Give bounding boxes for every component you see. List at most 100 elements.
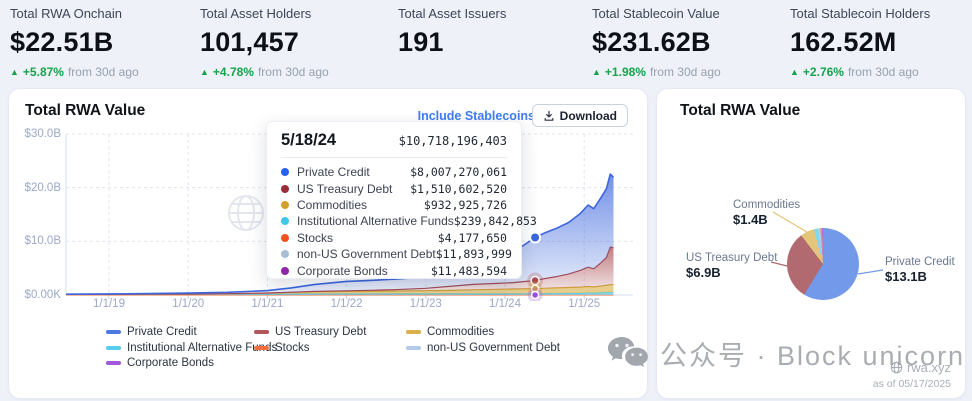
stat-delta: ▲ +5.87% from 30d ago — [10, 65, 139, 79]
delta-suffix: from 30d ago — [847, 65, 919, 79]
stat-total-asset-issuers: Total Asset Issuers 191 — [398, 6, 506, 58]
legend-item[interactable]: US Treasury Debt — [254, 326, 406, 338]
series-name: Corporate Bonds — [297, 263, 388, 278]
callout-value: $1.4B — [733, 212, 768, 227]
legend-swatch — [106, 330, 121, 334]
legend-label: US Treasury Debt — [275, 326, 367, 338]
legend-swatch — [106, 361, 121, 365]
series-value: $239,842,853 — [453, 214, 537, 229]
y-tick-label: $20.0B — [24, 182, 61, 194]
stat-total-rwa-onchain: Total RWA Onchain $22.51B ▲ +5.87% from 30… — [10, 6, 139, 79]
rwa-globe-icon — [890, 361, 903, 374]
legend-label: Institutional Alternative Funds — [127, 341, 278, 354]
brand-text: rwa.xyz — [906, 360, 951, 375]
tooltip-row: Private Credit $8,007,270,061 — [281, 164, 507, 180]
stat-value: 162.52M — [790, 27, 897, 57]
legend-item[interactable]: Stocks — [254, 342, 406, 354]
total-rwa-value-chart-card: Total RWA Value Include Stablecoins Down… — [8, 88, 648, 399]
x-tick-label: 1/1/21 — [251, 298, 284, 310]
delta-suffix: from 30d ago — [67, 65, 139, 79]
tooltip-date: 5/18/24 — [281, 131, 337, 149]
delta-percent: +2.76% — [802, 65, 844, 79]
legend-swatch — [106, 345, 121, 350]
series-color-dot — [281, 250, 289, 259]
series-value: $4,177,650 — [437, 230, 507, 245]
legend-column: Commodities non-US Government Debt — [406, 326, 586, 369]
legend-item[interactable]: Private Credit — [106, 326, 254, 338]
tooltip-row: Commodities $932,925,726 — [281, 197, 507, 213]
x-tick-label: 1/1/20 — [172, 298, 205, 310]
stat-label: Total Stablecoin Holders — [790, 6, 931, 21]
stat-delta: ▲ +1.98% from 30d ago — [592, 65, 721, 79]
stat-delta: ▲ +2.76% from 30d ago — [790, 65, 930, 79]
delta-percent: +5.87% — [22, 65, 64, 79]
legend-item[interactable]: Institutional Alternative Funds — [106, 342, 277, 354]
download-button[interactable]: Download — [531, 104, 628, 127]
legend-label: non-US Government Debt — [427, 341, 560, 354]
series-value: $11,483,594 — [430, 263, 507, 278]
globe-watermark-icon — [228, 195, 264, 231]
series-name: Commodities — [297, 197, 368, 212]
up-triangle-icon: ▲ — [10, 66, 19, 77]
stat-delta: ▲ +4.78% from 30d ago — [200, 65, 329, 79]
legend-item[interactable]: non-US Government Debt — [406, 342, 586, 354]
x-tick-label: 1/1/23 — [409, 298, 442, 310]
legend-label: Commodities — [427, 326, 495, 338]
tooltip-total: $10,718,196,403 — [398, 134, 507, 148]
series-color-dot — [281, 233, 289, 242]
delta-percent: +1.98% — [604, 65, 646, 79]
legend-label: Corporate Bonds — [127, 357, 214, 369]
up-triangle-icon: ▲ — [200, 66, 209, 77]
stat-value: $22.51B — [10, 27, 114, 57]
legend-item[interactable]: Corporate Bonds — [106, 357, 254, 369]
chart-title: Total RWA Value — [25, 102, 146, 119]
legend-column: US Treasury Debt Stocks — [254, 326, 406, 369]
pie-callout-private-credit: Private Credit $13.1B — [885, 256, 955, 284]
callout-name: US Treasury Debt — [686, 252, 778, 264]
stat-label: Total Asset Holders — [200, 6, 312, 21]
callout-value: $13.1B — [885, 269, 927, 284]
legend-column: Private Credit Institutional Alternative … — [106, 326, 277, 369]
tooltip-row: US Treasury Debt $1,510,602,520 — [281, 180, 507, 196]
stat-value: 101,457 — [200, 27, 299, 57]
up-triangle-icon: ▲ — [790, 66, 799, 77]
stat-total-asset-holders: Total Asset Holders 101,457 ▲ +4.78% from … — [200, 6, 329, 79]
legend-item[interactable]: Commodities — [406, 326, 586, 338]
legend-swatch — [406, 345, 421, 350]
x-tick-label: 1/1/25 — [568, 298, 601, 310]
tooltip-row: Corporate Bonds $11,483,594 — [281, 262, 507, 278]
as-of-date: as of 05/17/2025 — [872, 378, 951, 390]
download-icon — [544, 110, 554, 121]
legend-label: Private Credit — [127, 326, 197, 338]
series-color-dot — [281, 266, 289, 275]
y-tick-label: $0.00K — [24, 289, 61, 301]
series-color-dot — [281, 217, 289, 226]
series-name: Private Credit — [297, 165, 370, 180]
total-rwa-value-pie-card: Total RWA Value Commodities $1.4B US Tre… — [656, 88, 966, 399]
x-tick-label: 1/1/24 — [489, 298, 521, 310]
series-color-dot — [281, 168, 289, 177]
stat-total-stablecoin-holders: Total Stablecoin Holders 162.52M ▲ +2.76%… — [790, 6, 930, 79]
callout-name: Commodities — [733, 199, 801, 211]
tooltip-header: 5/18/24 $10,718,196,403 — [281, 131, 507, 150]
series-value: $8,007,270,061 — [410, 165, 507, 180]
download-label: Download — [559, 108, 617, 123]
tooltip-rows: Private Credit $8,007,270,061 US Treasury … — [281, 164, 537, 279]
series-value: $11,893,999 — [435, 247, 512, 262]
callout-name: Private Credit — [885, 256, 955, 268]
series-name: Institutional Alternative Funds — [297, 214, 454, 229]
series-name: non-US Government Debt — [297, 247, 436, 262]
x-tick-label: 1/1/19 — [93, 298, 125, 310]
pie-callout-commodities: Commodities $1.4B — [733, 199, 800, 227]
series-value: $1,510,602,520 — [410, 181, 507, 196]
tooltip-row: Stocks $4,177,650 — [281, 230, 507, 246]
stat-label: Total Stablecoin Value — [592, 6, 720, 21]
include-stablecoins-link[interactable]: Include Stablecoins — [417, 109, 535, 123]
callout-value: $6.9B — [686, 265, 721, 280]
pie-title: Total RWA Value — [680, 102, 801, 119]
rwa-pie-chart[interactable] — [787, 228, 859, 300]
rwa-xyz-brand: rwa.xyz — [890, 360, 951, 375]
series-color-dot — [281, 200, 289, 209]
series-color-dot — [281, 184, 289, 193]
